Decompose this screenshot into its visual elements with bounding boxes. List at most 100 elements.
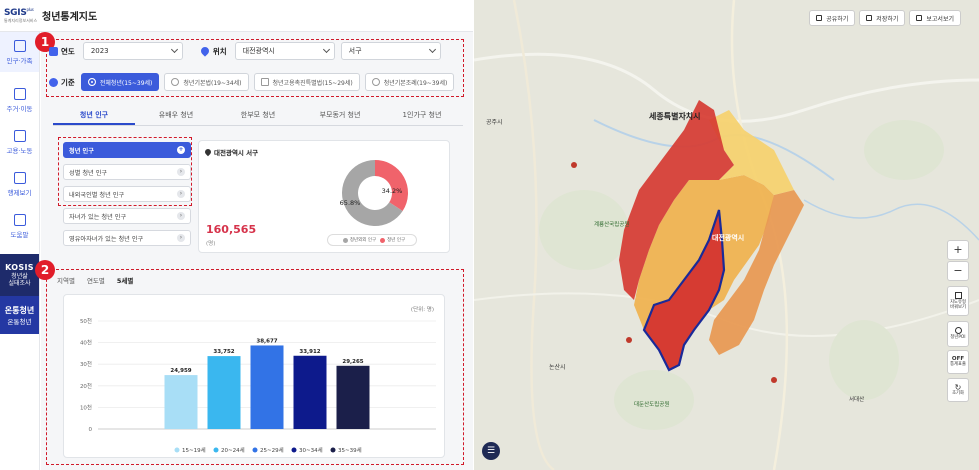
y-tick-label: 40천	[80, 339, 92, 347]
category-youth-population[interactable]: 청년 인구 +	[63, 142, 191, 158]
donut-label-youth: 34.2%	[382, 187, 403, 195]
legend-label: 15~19세	[182, 446, 206, 454]
category-by-sex[interactable]: 성별 청년 인구 ›	[63, 164, 191, 180]
nav-item-view[interactable]: 행제보기	[0, 164, 39, 204]
chevron-down-icon	[428, 45, 436, 54]
map-action-buttons: 공유하기 저장하기 보고서보기	[805, 10, 961, 26]
map-label-daejeon: 대전광역시	[712, 234, 745, 242]
download-icon	[866, 15, 873, 21]
subtab-age-5yr[interactable]: 5세별	[116, 277, 134, 285]
nav-item-help[interactable]: 도움말	[0, 206, 39, 246]
criteria-option-employment-law[interactable]: 청년고용촉진특별법(15~29세)	[253, 73, 360, 91]
stats-toggle-button[interactable]: OFF 통계표출	[947, 350, 969, 374]
zoom-out-button[interactable]: −	[947, 261, 969, 281]
criteria-option-all[interactable]: 전체청년(15~39세)	[80, 73, 160, 91]
ontong-youth-link[interactable]: 온통청년 온통청년	[0, 296, 39, 334]
bar-35~39세[interactable]	[336, 365, 370, 429]
chart-unit-label: (단위: 명)	[410, 307, 434, 313]
nav-item-employment[interactable]: 고용·노동	[0, 122, 39, 162]
summary-card: 대전광역시 서구 34.2% 65.8% 160,565 (명) 청년외외 인구 …	[198, 140, 450, 253]
chart-sub-tabs: 지역별 연도별 5세별	[57, 275, 145, 285]
legend-swatch	[252, 447, 258, 453]
arrow-right-icon: ›	[177, 234, 185, 242]
city-select[interactable]: 대전광역시	[234, 42, 335, 60]
y-tick-label: 50천	[80, 317, 92, 325]
y-tick-label: 0	[89, 427, 93, 433]
age-bar-chart: 0 10천 20천 30천 40천 50천 24,959 33,752 38,677 33,912…	[80, 317, 436, 454]
location-label: 위치	[212, 46, 227, 56]
bar-value-label: 29,265	[342, 359, 363, 365]
arrow-right-icon: ›	[177, 212, 185, 220]
criteria-option-basic-law[interactable]: 청년기본법(19~34세)	[164, 73, 249, 91]
category-by-nationality[interactable]: 내외국인별 청년 인구 ›	[63, 186, 191, 202]
plus-icon: +	[177, 146, 185, 154]
age-bar-chart-card: (단위: 명) 0 10천 20천 30천 40천 50천 24,959 33,752 38,6…	[63, 294, 445, 458]
share-button[interactable]: 공유하기	[809, 10, 856, 26]
year-select[interactable]: 2023	[82, 42, 183, 60]
map-label-gongju: 공주시	[486, 119, 503, 126]
category-with-children[interactable]: 자녀가 있는 청년 인구 ›	[63, 208, 191, 224]
bar-20~24세[interactable]	[207, 356, 241, 429]
sgis-logo[interactable]: SGISplus 통계지리정보서비스	[4, 7, 38, 23]
chart-highlight	[46, 269, 464, 465]
map-canvas	[474, 0, 979, 470]
app-title: 청년통계지도	[42, 12, 98, 23]
category-highlight	[58, 137, 192, 206]
subtab-region[interactable]: 지역별	[57, 277, 75, 285]
save-button[interactable]: 저장하기	[859, 10, 906, 26]
criteria-option-ordinance[interactable]: 청년기본조례(19~39세)	[364, 73, 455, 91]
tab-married-youth[interactable]: 유배우 청년	[158, 111, 194, 119]
legend-swatch-other	[342, 237, 348, 243]
reset-icon: ↻	[954, 382, 962, 392]
legend-label: 25~29세	[260, 446, 284, 454]
house-move-icon	[13, 87, 26, 100]
book-icon	[13, 171, 26, 184]
nav-item-housing[interactable]: 주거·이동	[0, 80, 39, 120]
location-pin-icon	[199, 45, 211, 57]
share-icon	[816, 15, 823, 21]
report-button[interactable]: 보고서보기	[909, 10, 961, 26]
tab-single-parent-youth[interactable]: 한부모 청년	[240, 111, 276, 119]
tab-single-household[interactable]: 1인가구 청년	[402, 111, 442, 119]
criteria-row: 기준 전체청년(15~39세) 청년기본법(19~34세) 청년고용촉진특별법(…	[49, 72, 455, 92]
donut-slice-other	[342, 160, 403, 226]
location-pin-icon	[203, 147, 213, 157]
calendar-icon	[49, 46, 58, 56]
category-with-infants[interactable]: 영유아자녀가 있는 청년 인구 ›	[63, 230, 191, 246]
region-name: 대전광역시 서구	[214, 149, 259, 157]
tab-living-with-parents[interactable]: 부모동거 청년	[319, 111, 361, 119]
map-view[interactable]: 세종특별자치시 대전광역시 논산시 계룡산국립공원 공주시 서대산 대둔산도립공…	[474, 0, 979, 470]
y-tick-label: 10천	[80, 403, 92, 411]
youth-poi-button[interactable]: 청년POI	[947, 321, 969, 347]
reset-button[interactable]: ↻ 초기화	[947, 378, 969, 402]
map-label-daedun: 대둔산도립공원	[634, 402, 670, 408]
subtab-year[interactable]: 연도별	[86, 277, 105, 285]
zoom-in-button[interactable]: +	[947, 240, 969, 260]
badge-two: 2	[35, 260, 55, 280]
kosis-link[interactable]: KOSIS 청년삶 실태조사	[0, 254, 39, 296]
bar-30~34세[interactable]	[293, 355, 327, 429]
app-header: SGISplus 통계지리정보서비스 청년통계지도	[0, 0, 473, 32]
bar-25~29세[interactable]	[250, 345, 284, 429]
people-icon	[13, 39, 26, 52]
list-toggle-button[interactable]: ☰	[482, 442, 500, 460]
map-label-sejong: 세종특별자치시	[649, 112, 701, 121]
category-list: 청년 인구 + 성별 청년 인구 › 내외국인별 청년 인구 › 자녀가 있는 청년 …	[63, 142, 191, 252]
filter-highlight	[46, 39, 464, 97]
legend-swatch	[174, 447, 180, 453]
y-tick-label: 20천	[80, 382, 92, 390]
tab-youth-population[interactable]: 청년 인구	[53, 108, 135, 125]
map-layers-icon	[954, 291, 962, 299]
district-select[interactable]: 서구	[340, 42, 441, 60]
map-type-button[interactable]: 지도유형 바꿔보기	[947, 286, 969, 316]
criteria-label: 기준	[61, 77, 75, 87]
map-label-gyeryong: 계룡산국립공원	[594, 222, 630, 228]
donut-label-other: 65.8%	[340, 199, 361, 207]
legend-swatch	[330, 447, 336, 453]
bar-15~19세[interactable]	[164, 375, 198, 429]
briefcase-icon	[13, 129, 26, 142]
youth-population-value: 160,565	[206, 223, 257, 236]
nav-item-population[interactable]: 인구·가족	[0, 32, 39, 72]
bar-value-label: 33,912	[299, 349, 320, 355]
legend-label: 30~34세	[299, 446, 323, 454]
